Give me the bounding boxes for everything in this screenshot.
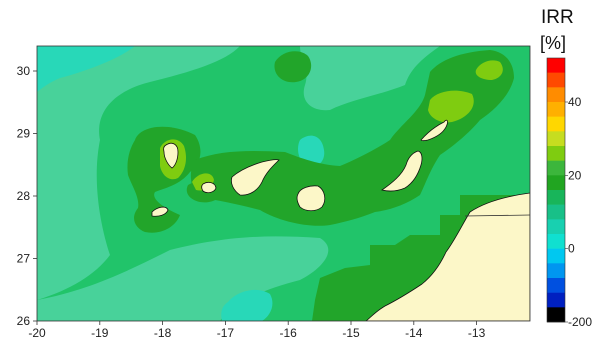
colorbar-swatch xyxy=(547,307,565,323)
axis-ticks: -20 -19 -18 -17 -16 -15 -14 -13 30 29 28 27 26 xyxy=(17,64,486,340)
x-tick-label: -13 xyxy=(468,326,486,340)
colorbar-tick-label: 0 xyxy=(568,242,575,256)
island-la-gomera xyxy=(201,181,217,194)
irr-cyan-zone-sw xyxy=(221,289,273,321)
colorbar-swatch xyxy=(547,219,565,235)
africa-coast-land xyxy=(365,192,530,321)
colorbar-tick-label: -200 xyxy=(568,315,592,329)
colorbar-tick-label: 40 xyxy=(568,95,582,109)
island-tenerife xyxy=(231,159,280,196)
colorbar-swatch xyxy=(547,87,565,103)
x-tick-label: -18 xyxy=(154,326,172,340)
colorbar-swatch xyxy=(547,190,565,205)
colorbar-frame xyxy=(546,57,566,323)
island-el-hierro xyxy=(151,206,169,217)
colorbar-swatch xyxy=(547,131,565,147)
y-tick-label: 29 xyxy=(17,127,31,141)
colorbar-title: IRR xyxy=(541,7,574,28)
plot-frame xyxy=(36,45,531,322)
irr-bright-zone-northeast xyxy=(475,60,503,80)
colorbar-swatch xyxy=(547,175,565,191)
island-fuerteventura xyxy=(381,150,423,192)
colorbar-swatch xyxy=(547,72,565,88)
island-lanzarote xyxy=(420,119,448,142)
y-tick-label: 26 xyxy=(17,314,31,328)
irr-bright-zone-lanzarote xyxy=(428,90,474,123)
x-tick-label: -16 xyxy=(280,326,298,340)
colorbar-swatch xyxy=(547,278,565,293)
x-tick-label: -14 xyxy=(405,326,423,340)
border-line xyxy=(464,214,530,217)
irr-dark-zone-north-patch xyxy=(274,51,312,83)
colorbar-swatches xyxy=(547,58,565,323)
irr-light-zone-west xyxy=(37,46,240,300)
island-la-palma xyxy=(163,142,179,169)
x-tick-label: -20 xyxy=(28,326,46,340)
colorbar-swatch xyxy=(547,116,565,132)
x-tick-label: -19 xyxy=(91,326,109,340)
colorbar-unit: [%] xyxy=(540,33,566,53)
x-tick-label: -17 xyxy=(217,326,235,340)
colorbar-swatch xyxy=(547,248,565,264)
y-tick-label: 30 xyxy=(17,64,31,78)
colorbar-swatch xyxy=(547,292,565,308)
colorbar: IRR [%] 40 20 0 -200 xyxy=(540,7,592,329)
y-tick-label: 28 xyxy=(17,189,31,203)
y-tick-label: 27 xyxy=(17,252,31,266)
colorbar-swatch xyxy=(547,146,565,161)
colorbar-swatch xyxy=(547,263,565,279)
colorbar-swatch xyxy=(547,102,565,117)
irr-cyan-zone-nw xyxy=(37,46,135,92)
colorbar-swatch xyxy=(547,58,565,73)
x-tick-label: -15 xyxy=(342,326,360,340)
colorbar-tick-label: 20 xyxy=(568,168,582,182)
colorbar-ticks: 40 20 0 -200 xyxy=(565,95,592,329)
island-gran-canaria xyxy=(296,185,326,212)
colorbar-swatch xyxy=(547,204,565,220)
colorbar-swatch xyxy=(547,234,565,249)
irr-dark-zone-islands xyxy=(190,50,514,226)
irr-light-zone-south xyxy=(37,236,329,321)
map-plot-area xyxy=(37,46,530,321)
irr-light-zone-north xyxy=(300,46,440,111)
colorbar-swatch xyxy=(547,160,565,176)
